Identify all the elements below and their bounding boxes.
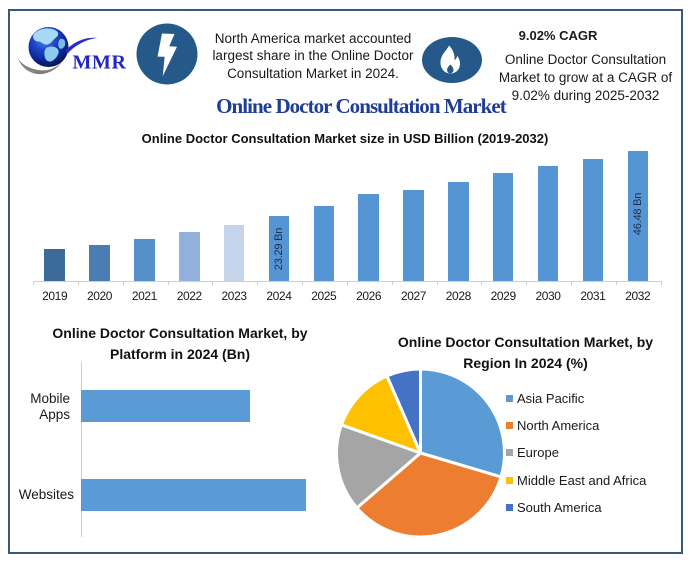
svg-text:MMR: MMR [73,52,127,74]
